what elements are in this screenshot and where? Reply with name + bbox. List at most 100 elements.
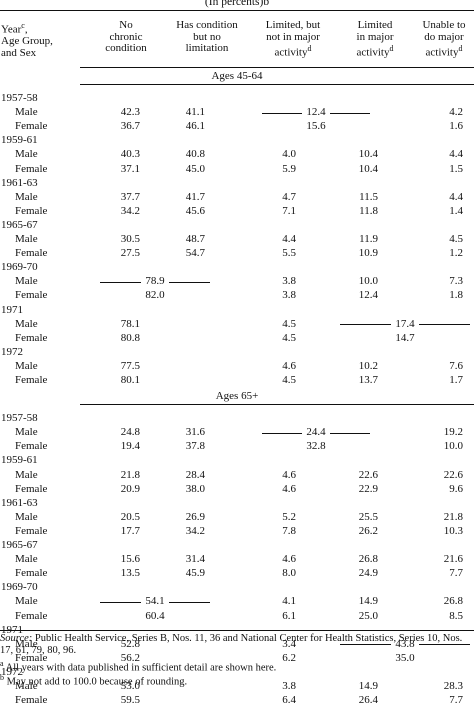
table-row: Female 20.9 38.0 4.6 22.9 9.6 (0, 483, 474, 497)
table-row: Male 40.3 40.8 4.0 10.4 4.4 (0, 148, 474, 162)
year-label: 1969-70 (1, 261, 38, 274)
merged-value: 82.0 (145, 289, 165, 302)
merged-value: 17.4 (395, 317, 415, 330)
cell-c4: 13.7 (358, 374, 378, 386)
cell-c4: 22.6 (358, 468, 378, 481)
cell-c5: 8.5 (449, 609, 463, 622)
table-row: Male 53.0 3.8 14.9 28.3 (0, 680, 474, 694)
cell-c5: 21.8 (443, 510, 463, 523)
sex-label: Male (15, 637, 38, 650)
year-label: 1972 (1, 665, 23, 678)
cell-c5: 21.6 (443, 553, 463, 566)
sex-label: Male (15, 359, 38, 372)
cell-c3: 4.5 (282, 331, 296, 344)
cell-c2: 48.7 (185, 233, 205, 245)
cell-c1: 56.2 (120, 651, 140, 664)
table-row: Male 4.1 14.9 26.8 54.1 (0, 595, 474, 609)
merge-line (329, 112, 370, 114)
cell-c1: 77.5 (120, 359, 140, 372)
year-label: 1965-67 (1, 539, 38, 551)
cell-c3: 4.5 (282, 317, 296, 330)
cell-c3: 5.2 (282, 510, 296, 523)
cell-c1: 21.8 (120, 468, 140, 481)
cell-c3: 4.0 (282, 148, 296, 161)
cell-c1: 30.5 (120, 233, 140, 245)
sex-label: Male (15, 595, 38, 608)
cell-c3: 4.5 (282, 374, 296, 386)
merged-cell-m12: 54.1 (100, 595, 210, 607)
year-label: 1972 (1, 345, 23, 358)
cell-c3: 3.8 (282, 275, 296, 288)
year-label: 1959-61 (1, 454, 38, 467)
sex-label: Female (15, 162, 48, 175)
year-row: 1971 (0, 304, 474, 318)
merge-line (100, 601, 142, 603)
table-row: Female 17.7 34.2 7.8 26.2 10.3 (0, 525, 474, 539)
cell-c1: 80.1 (120, 374, 140, 386)
year-row: 1972 (0, 346, 474, 360)
cell-c4: 25.5 (358, 510, 378, 523)
merged-value: 35.0 (395, 651, 415, 664)
cell-c1: 24.8 (120, 426, 140, 439)
sex-label: Female (15, 567, 48, 580)
merge-line (329, 432, 370, 434)
cell-c5: 1.6 (449, 120, 463, 133)
table-row: Male 37.7 41.7 4.7 11.5 4.4 (0, 191, 474, 205)
cell-c2: 41.1 (185, 106, 205, 119)
cell-c3: 7.1 (282, 204, 296, 217)
cell-c5: 7.7 (449, 567, 463, 580)
cell-c1: 78.1 (120, 317, 140, 330)
year-row: 1965-67 (0, 219, 474, 233)
cell-c3: 4.7 (282, 190, 296, 203)
merged-value: 14.7 (395, 331, 415, 344)
cell-c2: 31.4 (185, 553, 205, 566)
merged-value: 60.4 (145, 609, 165, 622)
merge-line (262, 112, 303, 114)
year-row: 1965-67 (0, 539, 474, 553)
table-row: Female 37.1 45.0 5.9 10.4 1.5 (0, 163, 474, 177)
sex-label: Male (15, 317, 38, 330)
cell-c3: 3.8 (282, 289, 296, 302)
cell-c5: 22.6 (443, 468, 463, 481)
cell-c3: 4.4 (282, 233, 296, 245)
table-row: Male 52.8 3.4 43.8 (0, 638, 474, 652)
cell-c4: 25.0 (358, 609, 378, 622)
merge-line (100, 281, 142, 283)
section-label: Ages 65+ (215, 390, 259, 403)
header-year-age-sex: Yearc, Age Group, and Sex (1, 21, 53, 59)
year-label: 1957-58 (1, 412, 38, 425)
cell-c5: 4.2 (449, 106, 463, 119)
cell-c2: 45.6 (185, 204, 205, 217)
sex-label: Female (15, 609, 48, 622)
header-limited-major: Limited in major activityd (356, 19, 394, 59)
table-row: Female 80.1 4.5 13.7 1.7 (0, 374, 474, 388)
cell-c1: 17.7 (120, 524, 140, 537)
year-row: 1972 (0, 666, 474, 680)
table-row: Female 56.2 6.2 35.0 (0, 652, 474, 666)
year-label: 1961-63 (1, 496, 38, 509)
cell-c4: 14.9 (358, 595, 378, 608)
header-limited-not-major: Limited, but not in major activityd (265, 19, 321, 59)
year-label: 1961-63 (1, 176, 38, 189)
sex-label: Male (15, 190, 38, 203)
merged-value: 43.8 (395, 637, 415, 650)
cell-c1: 37.1 (120, 162, 140, 175)
cell-c1: 52.8 (120, 637, 140, 650)
sex-label: Male (15, 426, 38, 439)
cell-c2: 45.9 (185, 567, 205, 580)
sex-label: Male (15, 148, 38, 161)
merged-cell-m34: 24.4 (262, 426, 370, 438)
header-has-condition: Has condition but no limitation (176, 19, 238, 54)
cell-c5: 10.3 (443, 524, 463, 537)
table-row: Male 20.5 26.9 5.2 25.5 21.8 (0, 511, 474, 525)
table-row: Female 6.1 25.0 8.5 60.4 (0, 610, 474, 624)
cell-c3: 5.5 (282, 247, 296, 260)
year-row: 1971 (0, 624, 474, 638)
merged-value: 32.8 (306, 440, 326, 453)
section-rule (80, 404, 474, 406)
cell-c5: 7.3 (449, 275, 463, 288)
table-row: Female 13.5 45.9 8.0 24.9 7.7 (0, 567, 474, 581)
cell-c4: 26.8 (358, 553, 378, 566)
cell-c4: 10.9 (358, 247, 378, 260)
cell-c5: 9.6 (449, 482, 463, 495)
